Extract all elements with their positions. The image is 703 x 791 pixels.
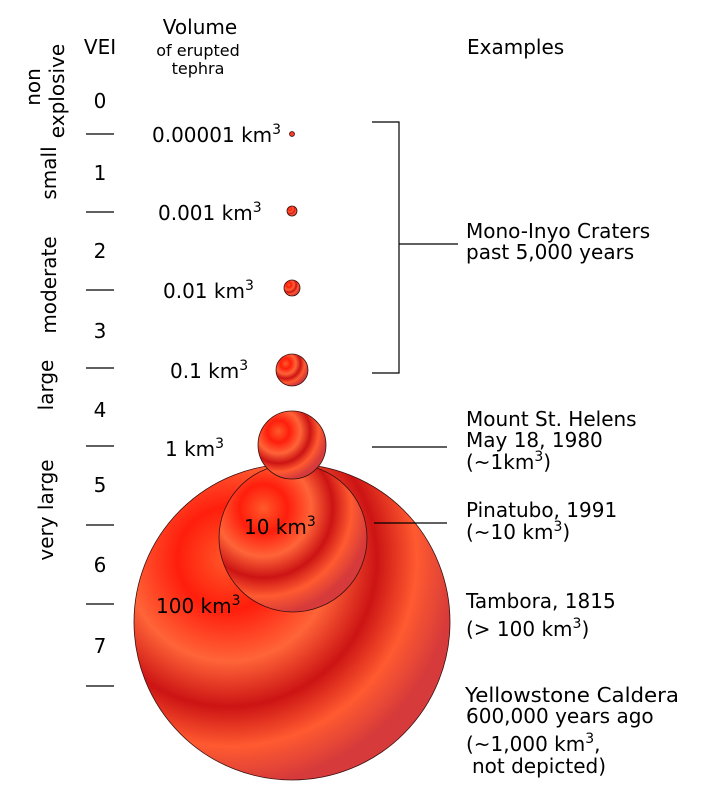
sphere-0.01km3 <box>283 279 301 297</box>
example-yellowstone-1: Yellowstone Caldera <box>464 683 679 707</box>
category-non: non <box>21 68 45 106</box>
example-yellowstone-2: 600,000 years ago <box>466 704 654 728</box>
example-tambora-2: (> 100 km3) <box>466 616 589 641</box>
volume-label-0.001: 0.001 km3 <box>158 200 262 225</box>
example-mono-inyo-2: past 5,000 years <box>466 240 634 264</box>
example-mono-inyo-1: Mono-Inyo Craters <box>466 219 650 243</box>
vei-level-7: 7 <box>94 634 107 658</box>
tephra-spheres <box>133 131 451 781</box>
volume-subheader-1: of erupted <box>156 41 240 60</box>
example-tambora-1: Tambora, 1815 <box>465 589 616 613</box>
example-st-helens-2: May 18, 1980 <box>466 428 603 452</box>
example-connectors <box>372 121 458 524</box>
examples-header: Examples <box>467 35 564 59</box>
volume-label-100: 100 km3 <box>156 593 241 618</box>
volume-label-10: 10 km3 <box>244 514 316 539</box>
vei-level-4: 4 <box>94 398 107 422</box>
category-large: large <box>34 360 58 411</box>
vei-header: VEI <box>84 35 116 59</box>
mono-inyo-bracket <box>372 121 400 374</box>
example-pinatubo-2: (~10 km3) <box>466 519 570 544</box>
vei-level-6: 6 <box>94 553 107 577</box>
example-pinatubo-1: Pinatubo, 1991 <box>466 498 617 522</box>
volume-label-0.00001: 0.00001 km3 <box>152 122 281 147</box>
example-st-helens-1: Mount St. Helens <box>466 407 637 431</box>
vei-level-2: 2 <box>94 239 107 263</box>
vei-level-1: 1 <box>94 161 107 185</box>
example-yellowstone-3: (~1,000 km3, <box>466 731 601 756</box>
volume-header: Volume <box>163 15 237 39</box>
category-explosive: explosive <box>45 44 69 138</box>
sphere-1km3 <box>257 410 327 480</box>
category-moderate: moderate <box>37 236 61 333</box>
category-very-large: very large <box>34 459 58 560</box>
example-yellowstone-4: not depicted) <box>472 754 606 778</box>
vei-level-3: 3 <box>94 319 107 343</box>
sphere-0.1km3 <box>275 353 309 387</box>
volume-label-0.1: 0.1 km3 <box>170 358 248 383</box>
volume-label-0.01: 0.01 km3 <box>163 278 254 303</box>
vei-boundary-ticks <box>86 133 114 687</box>
sphere-0.00001km3 <box>289 131 295 137</box>
vei-level-0: 0 <box>94 89 107 113</box>
sphere-0.001km3 <box>286 205 298 217</box>
vei-level-5: 5 <box>94 473 107 497</box>
category-small: small <box>37 146 61 199</box>
example-st-helens-3: (~1km3) <box>466 449 551 474</box>
volume-subheader-2: tephra <box>172 59 225 78</box>
volume-label-1: 1 km3 <box>165 436 224 461</box>
